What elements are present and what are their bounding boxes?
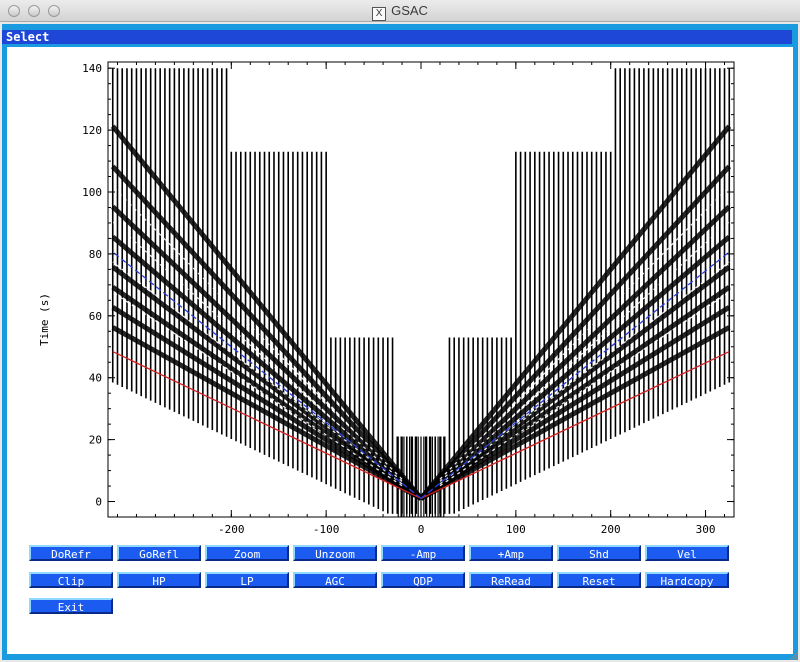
blue-pick-line (112, 251, 422, 499)
reset-button[interactable]: Reset (557, 572, 641, 588)
blue-pick-line (420, 251, 730, 499)
x-tick-label: 300 (696, 523, 716, 536)
window-title: X GSAC (0, 3, 800, 21)
hp-button[interactable]: HP (117, 572, 201, 588)
record-section-chart: 0 20 40 60 80 100 120 140 -200 -100 0 100 200 300 Time… (38, 61, 735, 536)
lp-button[interactable]: LP (205, 572, 289, 588)
agc-button[interactable]: AGC (293, 572, 377, 588)
y-tick-label: 0 (95, 496, 102, 509)
wavetrain-gap (439, 291, 730, 487)
select-bar: Select (2, 30, 792, 44)
x-tick-label: 0 (418, 523, 425, 536)
wavetrain-band (419, 325, 731, 501)
y-tick-label: 20 (89, 434, 102, 447)
x-tick-label: -100 (313, 523, 340, 536)
title-bar: X GSAC (0, 0, 800, 22)
x11-icon: X (372, 7, 387, 21)
y-tick-label: 60 (89, 310, 102, 323)
amp-button[interactable]: -Amp (381, 545, 465, 561)
exit-button[interactable]: Exit (29, 598, 113, 614)
wavetrain-gap (439, 261, 730, 485)
wavetrain-gap (112, 221, 403, 482)
x-tick-label: 100 (506, 523, 526, 536)
wavetrain-band (111, 305, 423, 501)
y-tick-label: 40 (89, 372, 102, 385)
wavetrain-band (111, 285, 423, 501)
wavetrain-gap (112, 186, 403, 480)
vel-button[interactable]: Vel (645, 545, 729, 561)
wavetrain-band (111, 204, 423, 501)
red-pick-line (112, 350, 422, 500)
wavetrain-gap (112, 261, 403, 485)
wavetrain-gap (439, 221, 730, 482)
x-tick-label: 200 (601, 523, 621, 536)
y-tick-label: 140 (82, 62, 102, 75)
wavetrain-band (419, 234, 731, 501)
minimize-window-button[interactable] (28, 5, 40, 17)
y-axis-label: Time (s) (38, 293, 51, 346)
select-label: Select (6, 30, 50, 44)
x-tick-label: -200 (218, 523, 245, 536)
wavetrain-band (419, 305, 731, 501)
resize-grip-icon[interactable] (788, 650, 798, 660)
wavetrain-gap (112, 291, 403, 487)
qdp-button[interactable]: QDP (381, 572, 465, 588)
amp-button[interactable]: +Amp (469, 545, 553, 561)
clip-button[interactable]: Clip (29, 572, 113, 588)
shd-button[interactable]: Shd (557, 545, 641, 561)
wavetrain-band (110, 124, 423, 501)
dorefr-button[interactable]: DoRefr (29, 545, 113, 561)
wavetrain-band (111, 325, 423, 501)
red-pick-line (420, 350, 730, 500)
wavetrain-band (111, 265, 423, 501)
wavetrain-band (419, 164, 732, 501)
wavetrain-gap (439, 186, 730, 480)
y-tick-label: 120 (82, 124, 102, 137)
wavetrain-band (419, 285, 731, 501)
close-window-button[interactable] (8, 5, 20, 17)
wavetrain-band (419, 124, 732, 501)
gorefl-button[interactable]: GoRefl (117, 545, 201, 561)
unzoom-button[interactable]: Unzoom (293, 545, 377, 561)
y-tick-label: 100 (82, 186, 102, 199)
wavetrain-band (110, 164, 423, 501)
y-tick-label: 80 (89, 248, 102, 261)
zoom-window-button[interactable] (48, 5, 60, 17)
zoom-button[interactable]: Zoom (205, 545, 289, 561)
wavetrain-band (419, 204, 731, 501)
wavetrain-band (111, 234, 423, 501)
window-title-text: GSAC (391, 3, 428, 18)
plot-canvas[interactable]: 0 20 40 60 80 100 120 140 -200 -100 0 100 200 300 Time… (7, 47, 793, 654)
reread-button[interactable]: ReRead (469, 572, 553, 588)
wavetrain-band (419, 265, 731, 501)
hardcopy-button[interactable]: Hardcopy (645, 572, 729, 588)
